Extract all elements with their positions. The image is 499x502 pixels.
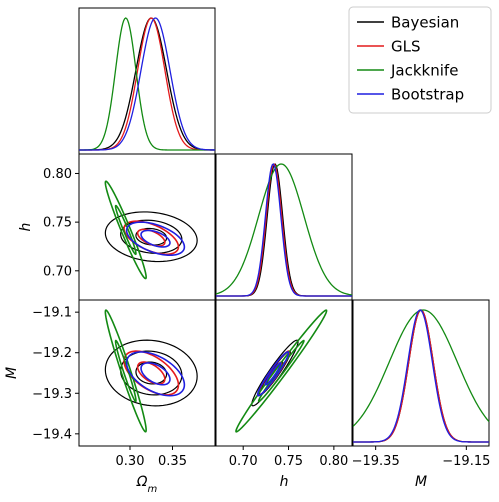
contour-om-M-bootstrap-2sigma [125, 351, 186, 397]
contour-om-h-bootstrap-2sigma [125, 221, 186, 257]
contour-om-M-bayesian-1sigma [135, 361, 168, 385]
legend-label-bootstrap: Bootstrap [391, 86, 464, 104]
contour-om-M-bayesian-3sigma [104, 339, 198, 407]
contour-h-M-bootstrap-2sigma [256, 351, 290, 397]
contour-om-h-bayesian-2sigma [120, 219, 183, 254]
ytick-label-M: −19.3 [32, 387, 72, 402]
panel-om-h-frame [78, 153, 216, 301]
density-M-bootstrap [353, 309, 489, 443]
legend-label-jackknife: Jackknife [390, 62, 458, 80]
ytick-label-h: 0.80 [43, 167, 72, 182]
contour-om-M-jackknife-2sigma [104, 309, 147, 433]
legend-box [348, 6, 492, 114]
density-M-bayesian [353, 309, 489, 443]
panel-M-frame [352, 299, 490, 447]
density-h-jackknife [215, 163, 353, 296]
xlabel-om: Ωm [136, 474, 158, 495]
xtick-label-h: 0.70 [229, 454, 258, 469]
contour-om-h-bootstrap-1sigma [140, 229, 171, 248]
xtick-label-om: 0.30 [116, 454, 145, 469]
contour-h-M-jackknife-1sigma [257, 339, 305, 403]
density-om-bootstrap [79, 17, 216, 151]
ytick-label-h: 0.75 [43, 216, 72, 231]
ytick-label-h: 0.70 [43, 264, 72, 279]
panel-om-M-frame [78, 299, 216, 447]
ytick-label-M: −19.1 [32, 306, 72, 321]
density-M-gls [353, 309, 489, 443]
legend-label-bayesian: Bayesian [391, 14, 459, 32]
xlabel-h: h [280, 474, 289, 490]
ytick-label-M: −19.4 [32, 427, 72, 442]
xtick-label-M: −19.35 [352, 454, 400, 469]
density-h-bootstrap [216, 163, 352, 297]
ytick-label-M: −19.2 [32, 346, 72, 361]
panel-h-M-frame [215, 299, 353, 447]
density-om-jackknife [78, 17, 215, 151]
ylabel-h: h [18, 223, 34, 232]
xtick-label-M: −19.15 [442, 454, 490, 469]
xtick-label-h: 0.80 [319, 454, 348, 469]
contour-om-h-jackknife-1sigma [114, 204, 137, 256]
contour-om-M-bootstrap-1sigma [140, 362, 171, 386]
density-M-jackknife [352, 309, 490, 427]
contour-om-h-bayesian-1sigma [135, 227, 168, 246]
legend-label-gls: GLS [391, 38, 421, 56]
ylabel-M: M [4, 367, 20, 379]
xtick-label-h: 0.75 [274, 454, 303, 469]
contour-om-M-jackknife-1sigma [114, 339, 137, 403]
contour-om-h-bayesian-3sigma [104, 211, 198, 263]
xtick-label-om: 0.35 [158, 454, 187, 469]
panel-om-frame [78, 7, 216, 155]
xlabel-om-subscript: m [147, 484, 157, 495]
xlabel-M: M [415, 474, 427, 490]
contour-h-M-jackknife-2sigma [235, 309, 328, 433]
contour-h-M-bootstrap-1sigma [264, 362, 282, 386]
